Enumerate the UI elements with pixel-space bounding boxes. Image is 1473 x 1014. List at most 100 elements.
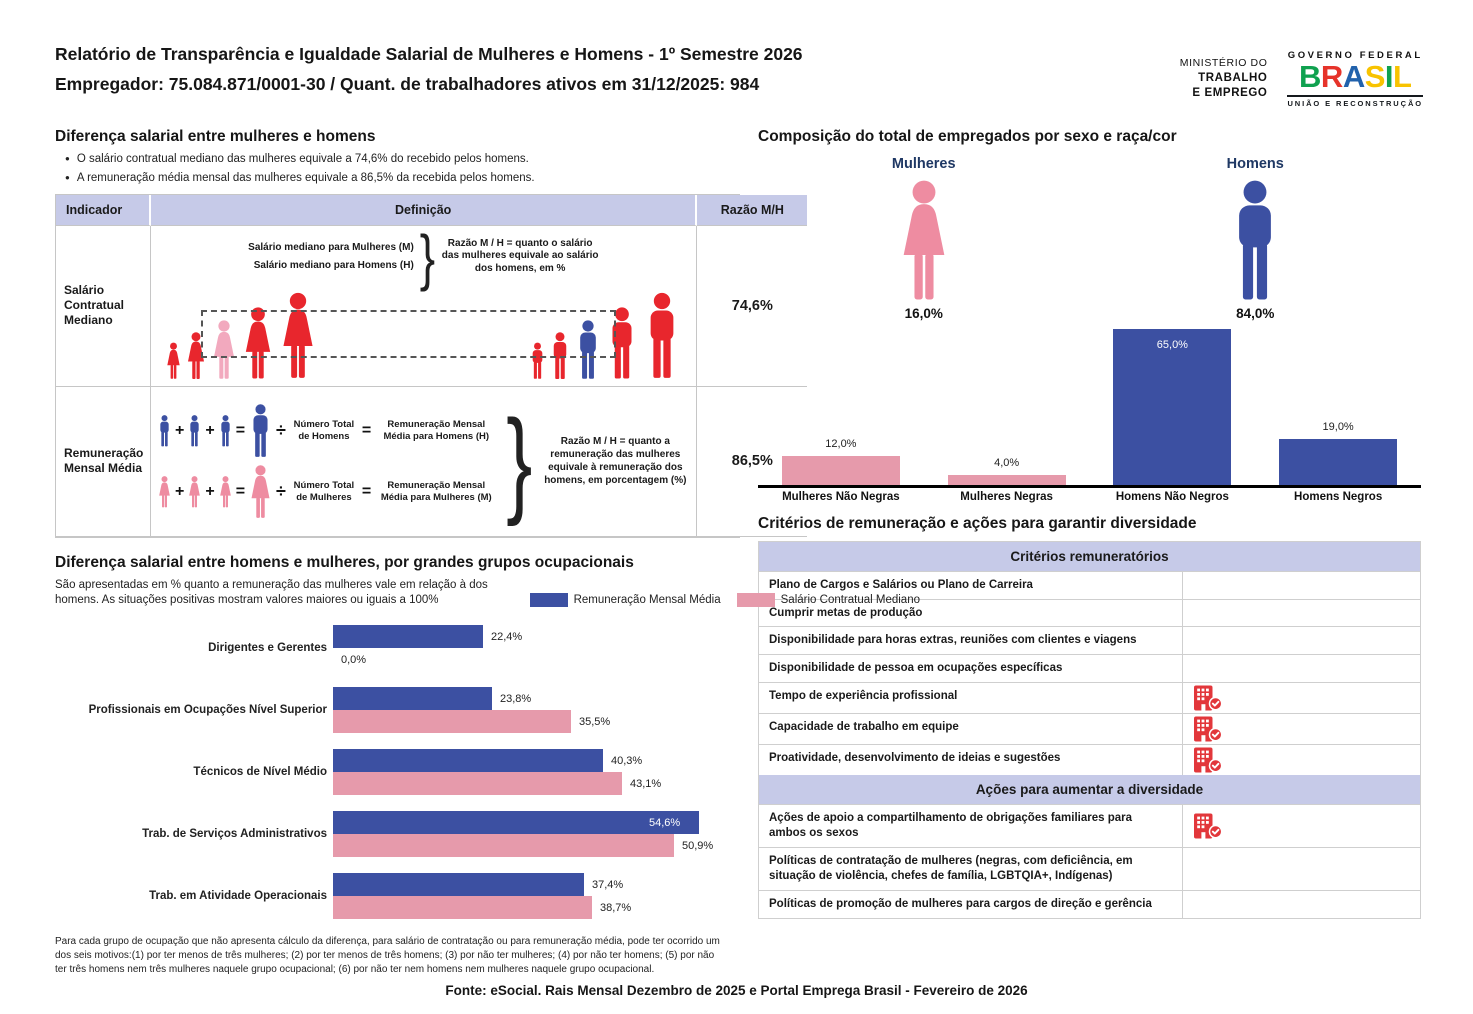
bar-value-label: 40,3% — [611, 754, 643, 767]
bar-value-label: 54,6% — [649, 816, 681, 829]
ministry-line3: E EMPREGO — [1192, 86, 1268, 99]
race-sex-composition-chart: 12,0% 4,0% 65,0% 19,0% Mulheres Não Negras M… — [758, 327, 1421, 503]
gov-logo-bottom-text: UNIÃO E RECONSTRUÇÃO — [1287, 94, 1423, 108]
bar-line: 35,5% — [333, 710, 740, 734]
bar-slot: 4,0% — [924, 327, 1090, 485]
bar-value-label: 65,0% — [1156, 338, 1188, 351]
divide-sign: ÷ — [276, 420, 286, 441]
bar — [333, 896, 592, 920]
section-title-composition: Composição do total de empregados por se… — [758, 127, 1177, 145]
criteria-section-header: Critérios remuneratórios — [759, 541, 1420, 571]
criteria-row: Ações de apoio a compartilhamento de obr… — [759, 804, 1420, 848]
men-label: Homens — [1226, 155, 1284, 172]
woman-icon — [157, 476, 172, 508]
bar-line: 54,6% — [333, 811, 740, 835]
criteria-check-cell — [1183, 683, 1420, 713]
women-result-label: Remuneração Mensal Média para Mulheres (… — [380, 480, 492, 503]
equals-sign: = — [361, 421, 372, 439]
man-icon — [642, 292, 682, 380]
bar — [333, 687, 492, 711]
bar-value-label: 0,0% — [341, 653, 367, 666]
ratio-explanation: Razão M / H = quanto a remuneração das m… — [544, 436, 687, 487]
criteria-table: Critérios remuneratórios Plano de Cargos … — [758, 540, 1421, 920]
bar — [333, 834, 674, 858]
brasil-wordmark: BRASIL — [1287, 61, 1423, 93]
men-divisor-label: Número Total de Homens — [293, 419, 355, 442]
criteria-row: Cumprir metas de produção — [759, 598, 1420, 627]
chart-legend: Remuneração Mensal Média Salário Contratu… — [529, 593, 920, 608]
median-men-label: Salário mediano para Homens (H) — [253, 260, 414, 272]
plus-sign: + — [205, 482, 215, 500]
source-footer: Fonte: eSocial. Rais Mensal Dezembro de … — [445, 983, 1028, 998]
bar-value-label: 23,8% — [500, 692, 532, 705]
legend-item: Remuneração Mensal Média — [529, 593, 721, 608]
women-figure-block: Mulheres 16,0% — [758, 156, 1090, 321]
bar — [333, 710, 571, 734]
criteria-check-cell — [1183, 600, 1420, 627]
x-tick-label: Mulheres Não Negras — [782, 490, 900, 503]
woman-icon-large — [248, 465, 273, 519]
x-tick-label: Mulheres Negras — [960, 490, 1053, 503]
divide-sign: ÷ — [276, 481, 286, 502]
women-divisor-label: Número Total de Mulheres — [293, 480, 355, 503]
equals-sign: = — [235, 482, 246, 500]
bar-pair: 23,8% 35,5% — [333, 687, 740, 734]
indicator-median-salary: Salário Contratual Mediano — [56, 225, 151, 387]
definition-mean-remuneration: + + = ÷ Número Total de Homens = Remuner… — [151, 386, 698, 537]
criteria-text: Ações de apoio a compartilhamento de obr… — [759, 805, 1183, 848]
brasil-letter: L — [1393, 59, 1412, 94]
criteria-row: Políticas de contratação de mulheres (ne… — [759, 847, 1420, 891]
gov-logo-top-text: GOVERNO FEDERAL — [1287, 50, 1423, 61]
bar — [781, 455, 900, 485]
criteria-text: Políticas de promoção de mulheres para c… — [759, 891, 1183, 919]
criteria-check-cell — [1183, 572, 1420, 599]
bullet-dot: ● — [65, 153, 70, 163]
dashed-median-link — [201, 309, 617, 358]
bullet-text: O salário contratual mediano das mulhere… — [76, 152, 529, 165]
legend-item: Salário Contratual Mediano — [736, 593, 920, 608]
brasil-letter: I — [1384, 59, 1394, 94]
plus-sign: + — [205, 421, 215, 439]
definition-median-salary: Salário mediano para Mulheres (M) Salári… — [151, 226, 698, 387]
man-pictogram-icon — [1239, 180, 1272, 300]
category-label: Dirigentes e Gerentes — [208, 642, 327, 655]
brasil-letter: S — [1364, 59, 1386, 94]
criteria-text: Capacidade de trabalho em equipe — [759, 714, 1183, 745]
occupational-group-row: Técnicos de Nível Médio 40,3% 43,1% — [55, 749, 740, 796]
criteria-text: Disponibilidade de pessoa em ocupações e… — [759, 655, 1183, 683]
bullet-mean-remuneration: ● A remuneração média mensal das mulhere… — [65, 172, 740, 184]
legend-label: Remuneração Mensal Média — [573, 594, 721, 607]
median-women-label: Salário mediano para Mulheres (M) — [248, 242, 414, 254]
women-average-formula: + + = ÷ Número Total de Mulheres = Remun… — [157, 465, 498, 519]
indicator-table: Indicador Definição Razão M/H Salário Co… — [55, 193, 808, 538]
criteria-row: Plano de Cargos e Salários ou Plano de C… — [759, 570, 1420, 599]
company-check-icon — [1194, 685, 1223, 711]
brasil-letter: A — [1342, 59, 1365, 94]
sex-composition-figures: Mulheres 16,0% Homens 84,0% — [758, 156, 1421, 321]
category-label: Trab. em Atividade Operacionais — [149, 890, 327, 903]
man-icon — [218, 415, 233, 447]
criteria-check-cell — [1183, 714, 1420, 744]
criteria-row: Proatividade, desenvolvimento de ideias … — [759, 744, 1420, 776]
woman-icon — [218, 476, 233, 508]
x-axis-labels: Mulheres Não Negras Mulheres Negras Homens… — [758, 491, 1421, 503]
criteria-text: Cumprir metas de produção — [759, 599, 1183, 627]
women-men-size-comparison-illustration — [157, 284, 690, 380]
criteria-row: Disponibilidade para horas extras, reuni… — [759, 626, 1420, 655]
bar-value-label: 4,0% — [994, 456, 1020, 469]
men-result-label: Remuneração Mensal Média para Homens (H) — [383, 419, 490, 442]
category-label: Profissionais em Ocupações Nível Superio… — [88, 704, 327, 717]
bar-value-label: 43,1% — [630, 777, 662, 790]
category-label: Trab. de Serviços Administrativos — [142, 828, 327, 841]
bar-slot: 12,0% — [758, 327, 924, 485]
company-check-icon — [1194, 747, 1223, 773]
bar-value-label: 12,0% — [825, 437, 857, 450]
woman-pictogram-icon — [903, 180, 945, 300]
bar-pair: 22,4% 0,0% — [333, 625, 740, 671]
bar-line: 23,8% — [333, 687, 740, 711]
governo-federal-brasil-logo: GOVERNO FEDERAL BRASIL UNIÃO E RECONSTRU… — [1287, 50, 1423, 108]
legend-label: Salário Contratual Mediano — [780, 594, 920, 607]
bar — [333, 811, 699, 835]
criteria-text: Políticas de contratação de mulheres (ne… — [759, 848, 1183, 891]
